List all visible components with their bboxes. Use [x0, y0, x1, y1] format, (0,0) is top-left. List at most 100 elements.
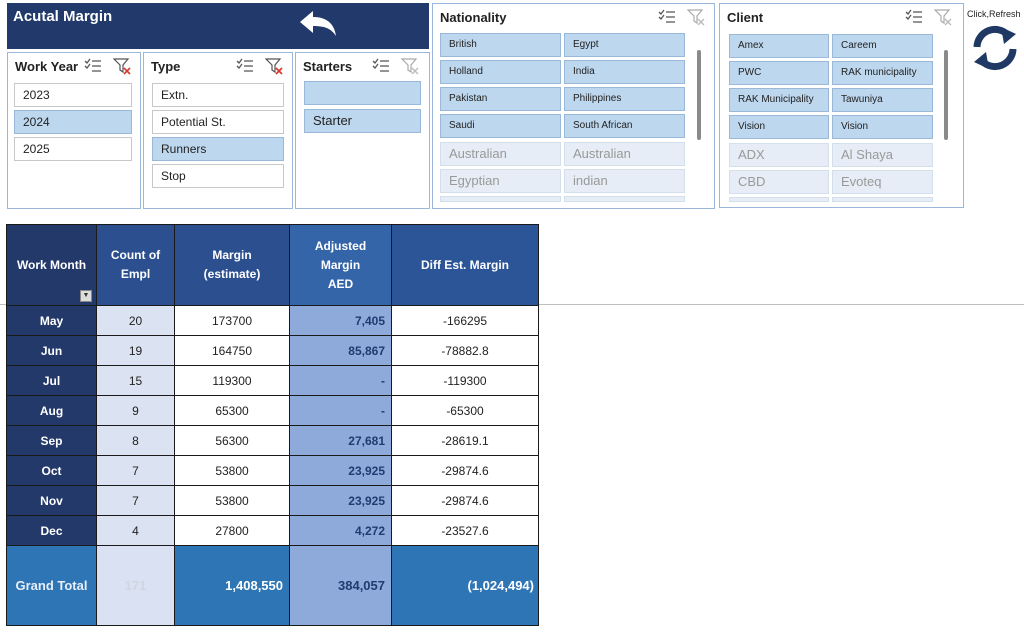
cell-adjusted: 23,925 [289, 485, 392, 516]
refresh-note: Click,Refresh [967, 9, 1021, 19]
cell-margin: 164750 [174, 335, 290, 366]
slicer-item-partial [729, 197, 829, 202]
cell-total-diff: (1,024,494) [391, 545, 539, 626]
slicer-item-holland[interactable]: Holland [440, 60, 561, 84]
cell-total-count: 171 [96, 545, 175, 626]
slicer-header: Starters [303, 59, 353, 74]
scrollbar[interactable] [697, 50, 701, 140]
slicer-item-2024[interactable]: 2024 [14, 110, 132, 134]
cell-count: 4 [96, 515, 175, 546]
clear-filter-icon[interactable] [934, 8, 952, 26]
cell-diff: -29874.6 [391, 455, 539, 486]
multi-select-icon[interactable] [905, 9, 923, 25]
cell-month: Jul [6, 365, 97, 396]
slicer-item-south-african[interactable]: South African [564, 114, 685, 138]
slicer-header: Type [151, 59, 181, 74]
slicer-item-tawuniya[interactable]: Tawuniya [832, 88, 933, 112]
cell-diff: -23527.6 [391, 515, 539, 546]
cell-adjusted: 23,925 [289, 455, 392, 486]
multi-select-icon[interactable] [372, 58, 390, 74]
cell-adjusted: 85,867 [289, 335, 392, 366]
cell-month: Oct [6, 455, 97, 486]
cell-adjusted: - [289, 395, 392, 426]
clear-filter-icon[interactable] [113, 57, 131, 75]
filter-dropdown-icon[interactable]: ▼ [80, 290, 92, 302]
cell-margin: 119300 [174, 365, 290, 396]
client-slicer: Client Amex Careem PWC RAK municipality … [719, 3, 964, 208]
work-year-slicer: Work Year 2023 2024 2025 [7, 52, 141, 209]
cell-total-adjusted: 384,057 [289, 545, 392, 626]
slicer-item-australian[interactable]: Australian [440, 142, 561, 166]
starters-slicer: Starters Starter [295, 52, 430, 209]
undo-arrow-icon[interactable] [297, 9, 339, 39]
cell-total-margin: 1,408,550 [174, 545, 290, 626]
slicer-header: Nationality [440, 10, 507, 25]
clear-filter-icon[interactable] [687, 8, 705, 26]
header-work-month: Work Month ▼ [6, 224, 97, 306]
slicer-item-potential-st[interactable]: Potential St. [152, 110, 284, 134]
slicer-item-runners[interactable]: Runners [152, 137, 284, 161]
clear-filter-icon[interactable] [401, 57, 419, 75]
type-slicer: Type Extn. Potential St. Runners Stop [143, 52, 293, 209]
cell-adjusted: 27,681 [289, 425, 392, 456]
title-bar: Acutal Margin [7, 3, 429, 49]
cell-month: May [6, 305, 97, 336]
slicer-item-stop[interactable]: Stop [152, 164, 284, 188]
multi-select-icon[interactable] [84, 58, 102, 74]
slicer-item-egyptian[interactable]: Egyptian [440, 169, 561, 193]
table-row: Sep 8 56300 27,681 -28619.1 [6, 425, 539, 456]
slicer-item-2025[interactable]: 2025 [14, 137, 132, 161]
slicer-item-rak-municipality-2[interactable]: RAK Municipality [729, 88, 829, 112]
header-count: Count of Empl [96, 224, 175, 306]
slicer-item-cbd[interactable]: CBD [729, 170, 829, 194]
header-diff: Diff Est. Margin [391, 224, 539, 306]
cell-adjusted: - [289, 365, 392, 396]
slicer-item-adx[interactable]: ADX [729, 143, 829, 167]
slicer-item-philippines[interactable]: Philippines [564, 87, 685, 111]
table-row: Jul 15 119300- -119300 [6, 365, 539, 396]
table-row: May 20 173700 7,405 -166295 [6, 305, 539, 336]
cell-month: Jun [6, 335, 97, 366]
header-adjusted: Adjusted Margin AED [289, 224, 392, 306]
cell-count: 7 [96, 485, 175, 516]
slicer-item-al-shaya[interactable]: Al Shaya [832, 143, 933, 167]
slicer-item-vision[interactable]: Vision [729, 115, 829, 139]
refresh-icon [973, 25, 1017, 71]
slicer-item-egypt[interactable]: Egypt [564, 33, 685, 57]
cell-count: 9 [96, 395, 175, 426]
slicer-item-extn[interactable]: Extn. [152, 83, 284, 107]
slicer-item-pakistan[interactable]: Pakistan [440, 87, 561, 111]
slicer-item-australian-2[interactable]: Australian [564, 142, 685, 166]
page-title: Acutal Margin [13, 8, 113, 25]
slicer-item-pwc[interactable]: PWC [729, 61, 829, 85]
multi-select-icon[interactable] [236, 58, 254, 74]
cell-diff: -28619.1 [391, 425, 539, 456]
multi-select-icon[interactable] [658, 9, 676, 25]
slicer-item-amex[interactable]: Amex [729, 34, 829, 58]
refresh-button[interactable] [966, 22, 1024, 74]
cell-diff: -78882.8 [391, 335, 539, 366]
slicer-item-vision-2[interactable]: Vision [832, 115, 933, 139]
cell-margin: 65300 [174, 395, 290, 426]
slicer-item-rak-municipality[interactable]: RAK municipality [832, 61, 933, 85]
slicer-item-saudi[interactable]: Saudi [440, 114, 561, 138]
slicer-item-blank[interactable] [304, 81, 421, 105]
slicer-item-evoteq[interactable]: Evoteq [832, 170, 933, 194]
slicer-item-india[interactable]: India [564, 60, 685, 84]
slicer-item-2023[interactable]: 2023 [14, 83, 132, 107]
cell-margin: 56300 [174, 425, 290, 456]
slicer-item-british[interactable]: British [440, 33, 561, 57]
scrollbar[interactable] [944, 50, 948, 140]
cell-adjusted: 4,272 [289, 515, 392, 546]
header-label: Work Month [16, 257, 87, 272]
slicer-item-starter[interactable]: Starter [304, 109, 421, 133]
cell-count: 20 [96, 305, 175, 336]
cell-count: 19 [96, 335, 175, 366]
slicer-item-careem[interactable]: Careem [832, 34, 933, 58]
clear-filter-icon[interactable] [265, 57, 283, 75]
cell-margin: 53800 [174, 485, 290, 516]
slicer-item-indian[interactable]: indian [564, 169, 685, 193]
cell-adjusted: 7,405 [289, 305, 392, 336]
cell-total-label: Grand Total [6, 545, 97, 626]
cell-count: 8 [96, 425, 175, 456]
